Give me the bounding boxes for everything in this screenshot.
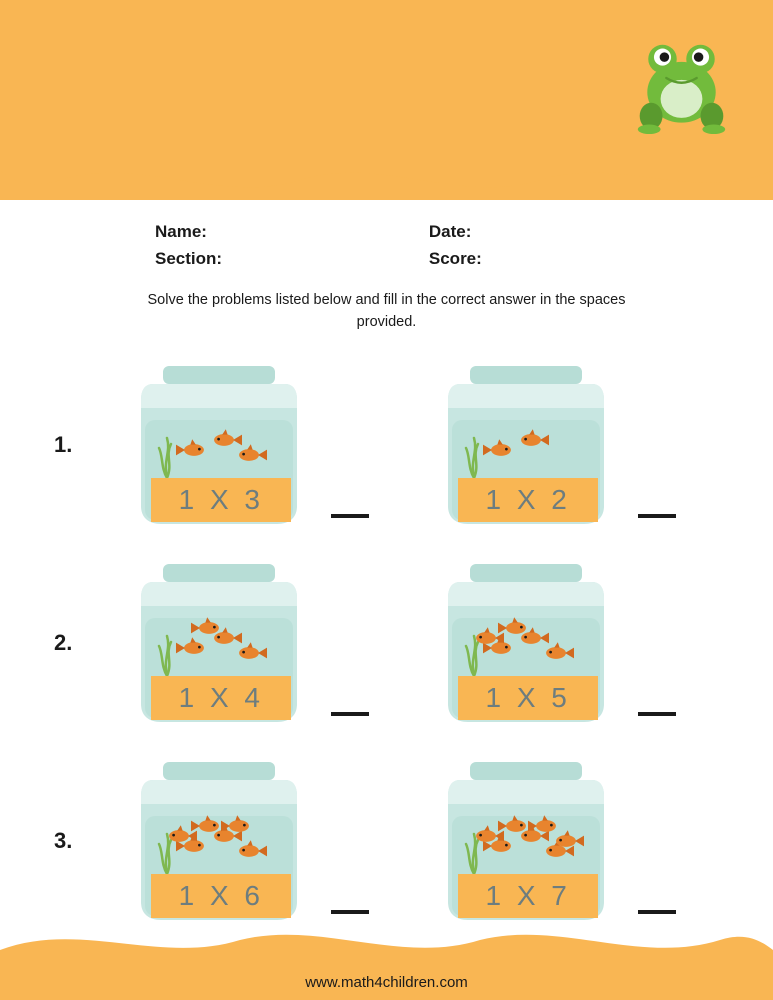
footer-wave [0, 920, 773, 970]
answer-line[interactable] [331, 514, 369, 518]
problem-number: 1. [40, 432, 119, 458]
answer-line[interactable] [331, 910, 369, 914]
answer-line[interactable] [638, 712, 676, 716]
expression-label: 1 X 2 [458, 478, 598, 522]
answer-line[interactable] [638, 910, 676, 914]
expression-label: 1 X 5 [458, 676, 598, 720]
problem-number: 2. [40, 630, 119, 656]
instructions-text: Solve the problems listed below and fill… [140, 290, 633, 334]
name-label: Name: [155, 218, 429, 245]
expression-label: 1 X 4 [151, 676, 291, 720]
problem-number: 3. [40, 828, 119, 854]
problem-row: 3. [40, 756, 733, 926]
expression-label: 1 X 3 [151, 478, 291, 522]
jar-slot: 1 X 5 [426, 558, 733, 728]
answer-line[interactable] [331, 712, 369, 716]
jar-slot: 1 X 2 [426, 360, 733, 530]
jar-slot: 1 X 3 [119, 360, 426, 530]
expression-label: 1 X 6 [151, 874, 291, 918]
expression-label: 1 X 7 [458, 874, 598, 918]
footer-url: www.math4children.com [305, 974, 468, 991]
frog-icon [634, 40, 729, 135]
problem-row: 2. 1 X 4 [40, 558, 733, 728]
jar-slot: 1 X 4 [119, 558, 426, 728]
footer-band: www.math4children.com [0, 968, 773, 1000]
answer-line[interactable] [638, 514, 676, 518]
info-fields: Name: Section: Date: Score: [155, 218, 653, 272]
header-wave [0, 150, 773, 210]
date-label: Date: [429, 218, 653, 245]
section-label: Section: [155, 245, 429, 272]
problem-row: 1. 1 X 3 [40, 360, 733, 530]
jar-slot: 1 X 6 [119, 756, 426, 926]
problems-area: 1. 1 X 3 [40, 360, 733, 954]
score-label: Score: [429, 245, 653, 272]
jar-slot: 1 X 7 [426, 756, 733, 926]
